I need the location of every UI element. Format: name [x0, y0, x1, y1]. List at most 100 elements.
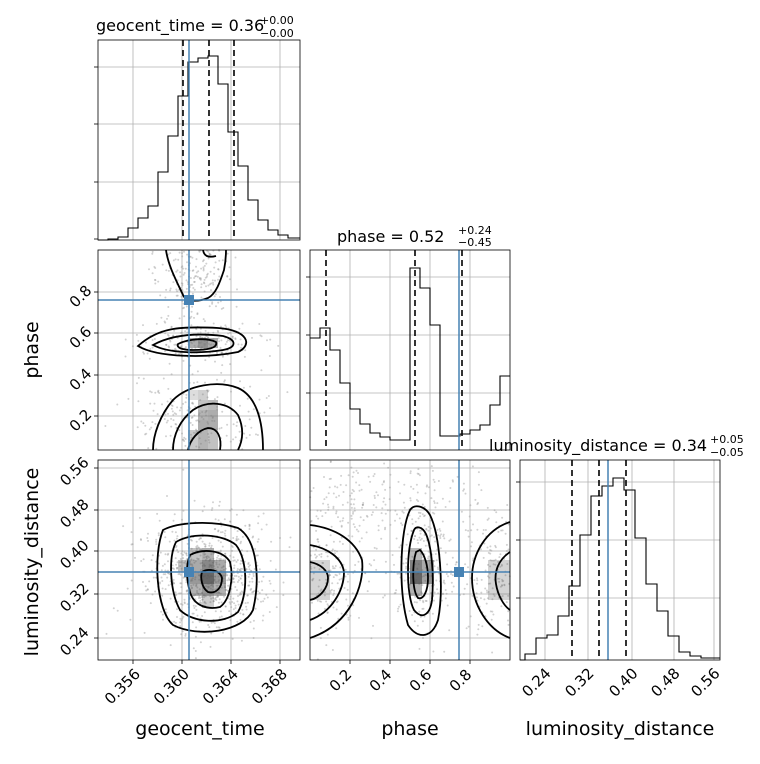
- phase-title: phase = 0.52: [337, 227, 444, 246]
- scatter-point: [179, 565, 182, 567]
- scatter-point: [212, 283, 215, 286]
- scatter-point: [468, 515, 471, 518]
- scatter-point: [151, 250, 154, 253]
- scatter-point: [323, 607, 326, 610]
- scatter-point: [205, 262, 208, 265]
- scatter-point: [199, 399, 202, 402]
- scatter-point: [433, 565, 436, 568]
- scatter-point: [487, 517, 490, 520]
- scatter-point: [207, 250, 210, 253]
- scatter-point: [460, 510, 463, 513]
- scatter-point: [256, 554, 259, 557]
- scatter-point: [277, 344, 280, 347]
- scatter-point: [160, 316, 163, 319]
- scatter-point: [495, 521, 498, 524]
- scatter-point: [419, 539, 422, 541]
- scatter-point: [218, 275, 221, 278]
- scatter-point: [492, 613, 495, 616]
- scatter-point: [500, 564, 503, 567]
- scatter-point: [238, 430, 241, 433]
- scatter-point: [476, 528, 479, 531]
- scatter-point: [326, 611, 329, 614]
- scatter-point: [217, 530, 220, 533]
- scatter-point: [162, 618, 164, 621]
- scatter-point: [129, 618, 132, 621]
- scatter-point: [384, 526, 387, 529]
- scatter-point: [178, 572, 181, 575]
- scatter-point: [413, 601, 416, 604]
- scatter-point: [485, 602, 488, 605]
- scatter-point: [417, 517, 420, 520]
- scatter-point: [494, 544, 497, 547]
- scatter-point: [238, 327, 241, 330]
- scatter-point: [397, 607, 400, 610]
- scatter-point: [164, 350, 166, 353]
- scatter-point: [179, 332, 182, 334]
- scatter-point: [220, 586, 223, 589]
- y-tick-ld-0.32: 0.32: [56, 579, 92, 615]
- scatter-point: [226, 275, 229, 277]
- scatter-point: [236, 539, 238, 542]
- scatter-point: [444, 551, 447, 554]
- scatter-point: [469, 504, 472, 507]
- scatter-point: [418, 536, 421, 539]
- scatter-point: [232, 577, 235, 580]
- scatter-point: [267, 395, 270, 397]
- scatter-point: [151, 346, 154, 349]
- scatter-point: [122, 525, 125, 528]
- scatter-point: [225, 340, 228, 343]
- scatter-point: [214, 293, 217, 296]
- scatter-point: [190, 539, 193, 542]
- scatter-point: [209, 253, 212, 256]
- scatter-point: [322, 502, 325, 505]
- scatter-point: [241, 591, 244, 594]
- scatter-point: [208, 441, 211, 444]
- scatter-point: [104, 425, 107, 427]
- scatter-point: [168, 362, 171, 365]
- scatter-point: [370, 637, 373, 640]
- scatter-point: [411, 522, 414, 525]
- scatter-point: [208, 626, 211, 629]
- scatter-point: [200, 601, 202, 604]
- scatter-point: [331, 565, 334, 568]
- scatter-point: [124, 338, 127, 341]
- scatter-point: [318, 579, 321, 582]
- scatter-point: [323, 594, 326, 597]
- scatter-point: [258, 592, 261, 594]
- scatter-point: [330, 525, 333, 528]
- scatter-point: [193, 281, 196, 283]
- scatter-point: [203, 601, 206, 604]
- scatter-point: [251, 336, 253, 339]
- scatter-point: [224, 558, 227, 561]
- scatter-point: [250, 426, 253, 429]
- phase-title-sup: +0.24: [458, 224, 492, 237]
- scatter-point: [433, 512, 436, 515]
- scatter-point: [189, 255, 192, 258]
- scatter-point: [228, 610, 231, 613]
- scatter-point: [182, 438, 185, 441]
- scatter-point: [151, 421, 154, 424]
- scatter-point: [144, 585, 147, 588]
- scatter-point: [489, 582, 492, 585]
- scatter-point: [236, 288, 238, 291]
- scatter-point: [237, 538, 240, 541]
- scatter-point: [184, 444, 187, 447]
- scatter-point: [391, 554, 394, 556]
- scatter-point: [366, 590, 369, 593]
- scatter-point: [237, 575, 240, 578]
- scatter-point: [373, 473, 376, 475]
- scatter-point: [419, 529, 421, 532]
- scatter-point: [462, 593, 465, 596]
- scatter-point: [335, 608, 338, 611]
- scatter-point: [361, 503, 364, 506]
- scatter-point: [198, 250, 201, 253]
- scatter-point: [357, 472, 359, 474]
- scatter-point: [239, 404, 241, 407]
- scatter-point: [419, 615, 422, 618]
- scatter-point: [204, 545, 207, 548]
- scatter-point: [173, 539, 176, 542]
- scatter-point: [418, 610, 421, 613]
- scatter-point: [327, 604, 330, 607]
- scatter-point: [480, 548, 482, 551]
- scatter-point: [428, 486, 430, 489]
